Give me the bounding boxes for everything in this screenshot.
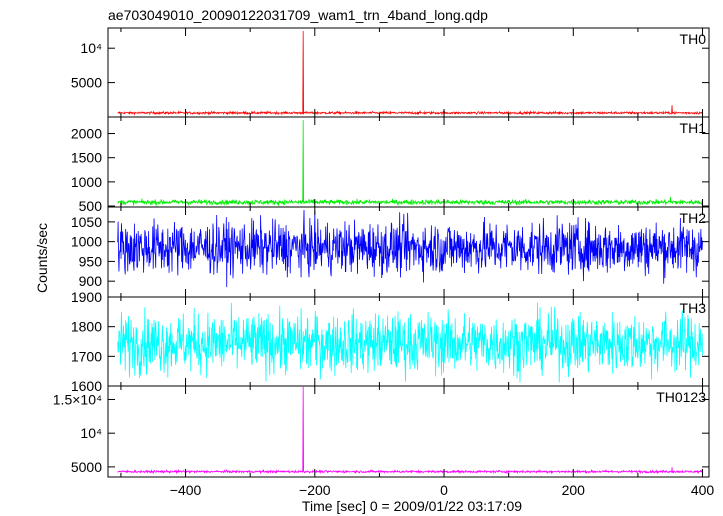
panel-label-th0: TH0 [680, 31, 707, 47]
panels-group: TH0500010⁴TH1500100015002000TH2900950100… [53, 27, 715, 498]
y-tick-label: 950 [79, 253, 103, 269]
panel-label-th1: TH1 [680, 120, 707, 136]
series-line-th0 [117, 30, 703, 116]
y-tick-label: 1000 [71, 174, 102, 190]
y-tick-label: 1500 [71, 150, 102, 166]
panel-th1: TH1 500 1000 1500 2000 [71, 116, 710, 214]
series-line-th3 [117, 302, 703, 383]
x-tick-label: 200 [562, 482, 586, 498]
x-tick-label: 400 [691, 482, 715, 498]
y-tick-label: 1000 [71, 234, 102, 250]
y-tick-label: 1050 [71, 214, 102, 230]
y-tick-label: 10⁴ [80, 425, 102, 441]
y-tick-label: 2000 [71, 126, 102, 142]
y-tick-label: 10⁴ [80, 40, 102, 56]
series-line-th1 [117, 119, 703, 207]
panel-frame [107, 116, 710, 208]
y-tick-label: 1.5×10⁴ [53, 391, 102, 407]
panel-label-th0123: TH0123 [656, 389, 706, 405]
y-tick-label: 1800 [71, 319, 102, 335]
y-tick-label: 5000 [71, 75, 102, 91]
x-tick-label: −200 [299, 482, 331, 498]
y-tick-label: 5000 [71, 459, 102, 475]
x-tick-label: −400 [170, 482, 202, 498]
y-axis-label: Counts/sec [34, 223, 50, 293]
panel-label-th3: TH3 [680, 300, 707, 316]
panel-th0: TH0 5000 10⁴ [71, 27, 710, 118]
panel-th0123: TH0123 5000 10⁴ 1.5×10⁴ [53, 385, 710, 478]
y-tick-label: 1900 [71, 289, 102, 305]
x-tick-label: 0 [440, 482, 448, 498]
series-line-th2 [117, 209, 703, 288]
x-axis-label: Time [sec] 0 = 2009/01/22 03:17:09 [302, 498, 522, 514]
panel-frame [107, 385, 710, 478]
series-line-th0123 [117, 385, 703, 475]
chart-title: ae703049010_20090122031709_wam1_trn_4ban… [108, 7, 488, 23]
panel-label-th2: TH2 [680, 210, 707, 226]
y-tick-label: 500 [79, 198, 103, 214]
y-tick-label: 1600 [71, 378, 102, 394]
panel-frame [107, 27, 710, 118]
panel-th3: TH3 1600 1700 1800 1900 [71, 289, 710, 394]
y-tick-label: 900 [79, 273, 103, 289]
y-tick-label: 1700 [71, 348, 102, 364]
panel-th2: TH2 900 950 1000 1050 [71, 206, 710, 298]
